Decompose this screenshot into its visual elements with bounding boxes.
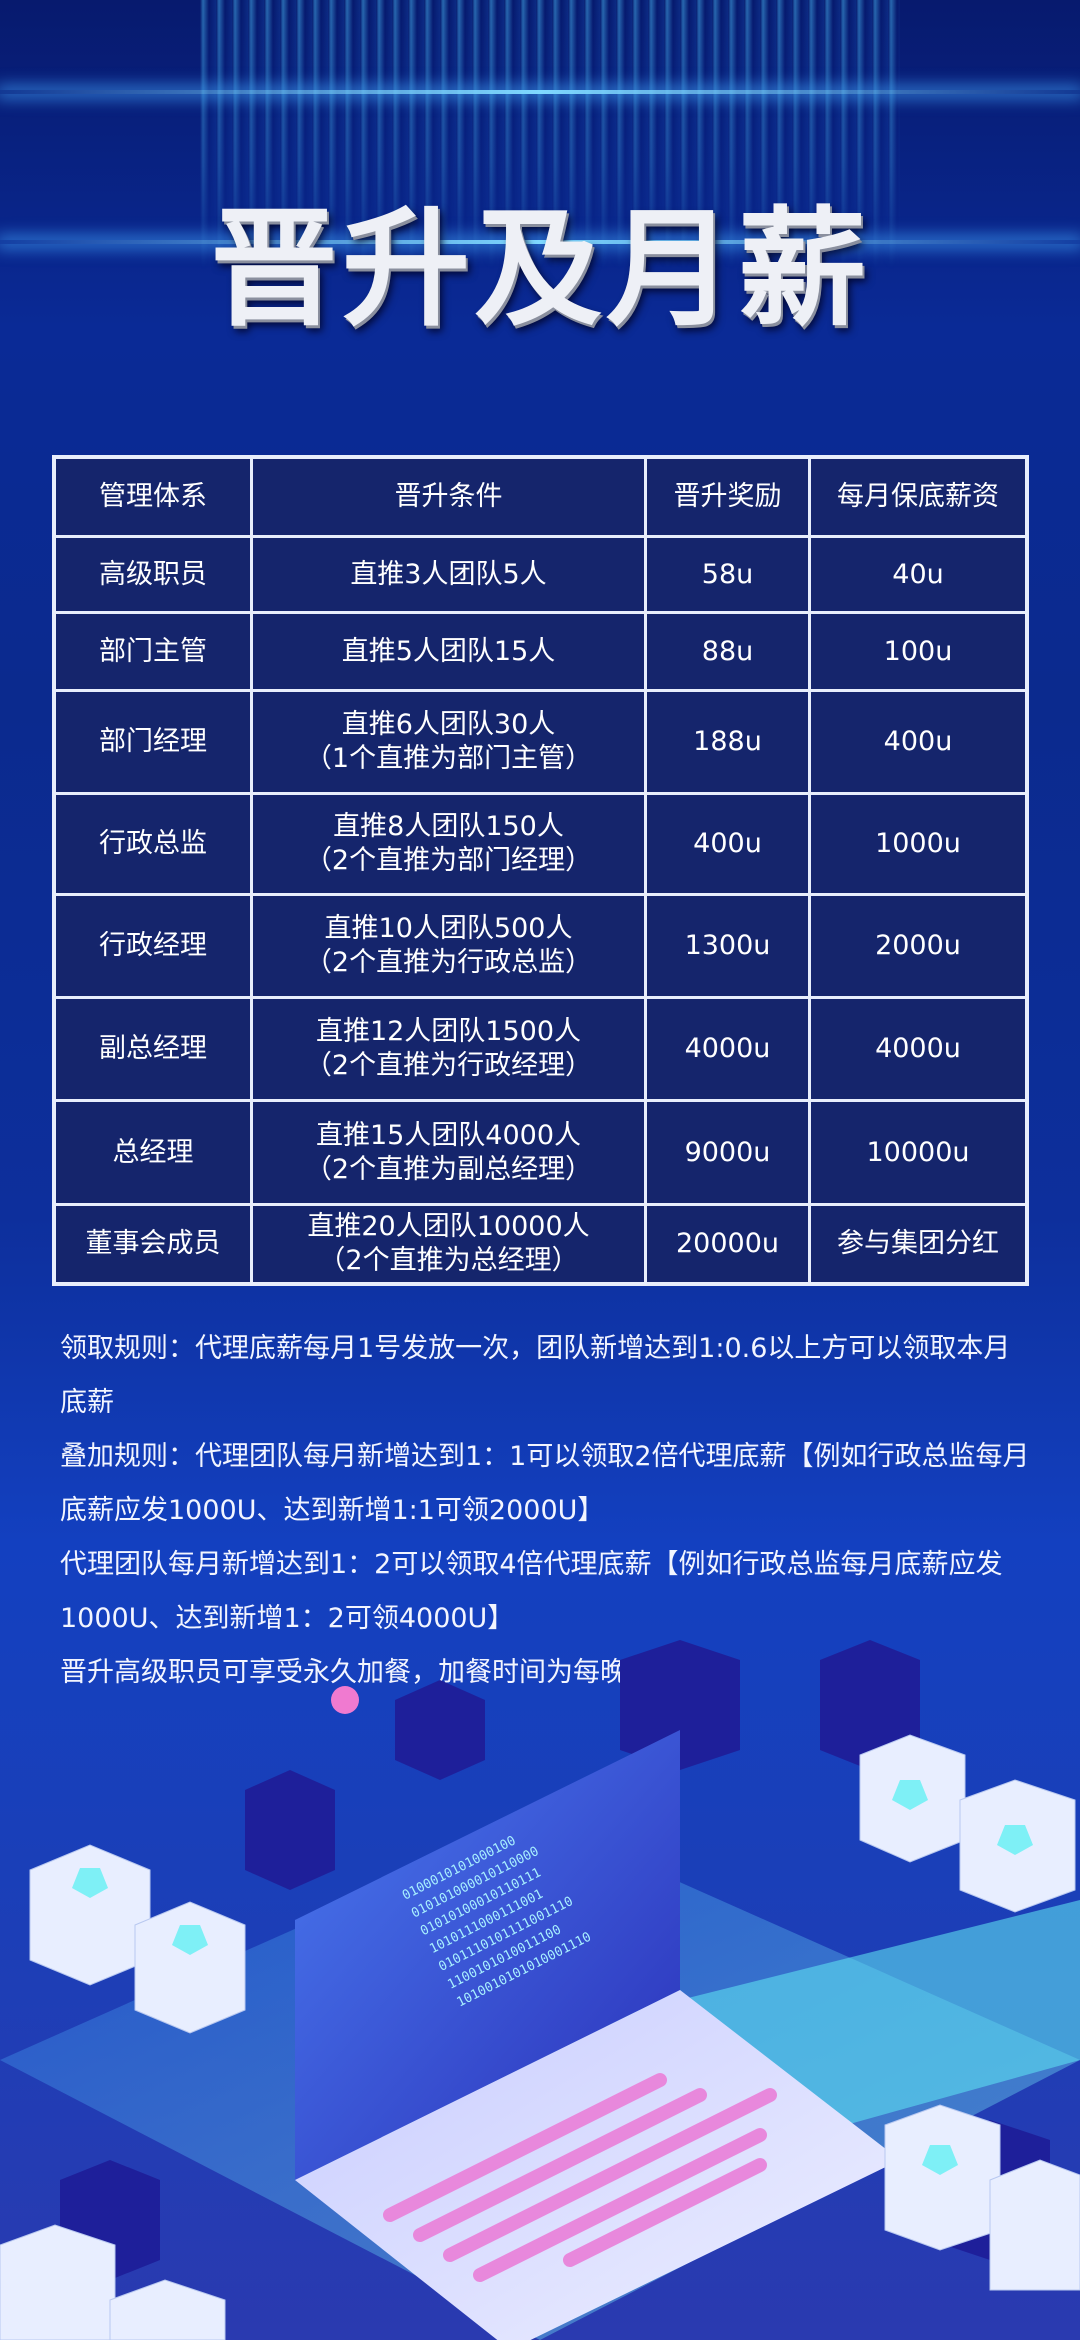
- server-top-lights: [72, 1780, 1033, 2175]
- salary-text: 100u: [883, 635, 953, 667]
- server-stacks: [0, 1734, 1080, 2340]
- condition-cell: 直推20人团队10000人 （2个直推为总经理）: [253, 1206, 644, 1282]
- condition-text: 直推15人团队4000人: [315, 1119, 582, 1151]
- level-cell: 董事会成员: [56, 1206, 250, 1282]
- condition-note: （2个直推为副总经理）: [304, 1153, 593, 1185]
- rule-stacking: 叠加规则：代理团队每月新增达到1：1可以领取2倍代理底薪【例如行政总监每月底薪应…: [60, 1441, 1030, 1526]
- bonus-text: 4000u: [684, 1033, 771, 1064]
- condition-cell: 直推10人团队500人 （2个直推为行政总监）: [253, 896, 644, 996]
- bonus-cell: 4000u: [647, 999, 808, 1099]
- header-cell: 管理体系: [56, 459, 250, 535]
- bonus-text: 58u: [701, 558, 754, 590]
- rule-claim: 领取规则：代理底薪每月1号发放一次，团队新增达到1:0.6以上方可以领取本月底薪: [60, 1333, 1011, 1418]
- promotion-salary-table: 管理体系 晋升条件 晋升奖励 每月保底薪资 高级职员 直推3人团队5人 58u 40u…: [52, 455, 1029, 1286]
- tech-illustration: 0100010101000100 010101000010110000 0101…: [0, 1640, 1080, 2340]
- level-cell: 总经理: [56, 1102, 250, 1203]
- salary-text: 2000u: [875, 930, 961, 961]
- condition-text: 直推10人团队500人: [324, 913, 573, 944]
- condition-cell: 直推6人团队30人 （1个直推为部门主管）: [253, 692, 644, 792]
- header-cell: 每月保底薪资: [811, 459, 1025, 535]
- salary-text: 4000u: [875, 1033, 961, 1064]
- pink-orb: [331, 1686, 359, 1714]
- level-text: 行政总监: [99, 828, 207, 859]
- bonus-text: 9000u: [684, 1136, 771, 1168]
- salary-cell: 400u: [811, 692, 1025, 792]
- condition-cell: 直推3人团队5人: [253, 538, 644, 611]
- condition-note: （2个直推为行政总监）: [304, 947, 593, 978]
- bonus-text: 188u: [693, 726, 762, 757]
- glow-line-bottom: [0, 240, 1080, 244]
- level-cell: 部门经理: [56, 692, 250, 792]
- level-text: 副总经理: [99, 1033, 207, 1064]
- level-cell: 高级职员: [56, 538, 250, 611]
- condition-text: 直推20人团队10000人: [307, 1211, 590, 1242]
- bonus-cell: 400u: [647, 795, 808, 893]
- level-text: 部门主管: [99, 635, 207, 667]
- bonus-cell: 20000u: [647, 1206, 808, 1282]
- laptop-screen: [295, 1730, 680, 2180]
- salary-cell: 40u: [811, 538, 1025, 611]
- condition-note: （2个直推为行政经理）: [304, 1050, 593, 1081]
- condition-cell: 直推8人团队150人 （2个直推为部门经理）: [253, 795, 644, 893]
- condition-cell: 直推15人团队4000人 （2个直推为副总经理）: [253, 1102, 644, 1203]
- salary-cell: 10000u: [811, 1102, 1025, 1203]
- salary-text: 40u: [892, 558, 944, 590]
- level-cell: 行政经理: [56, 896, 250, 996]
- bonus-text: 400u: [693, 828, 762, 859]
- bonus-cell: 188u: [647, 692, 808, 792]
- bonus-text: 20000u: [675, 1228, 779, 1259]
- condition-text: 直推6人团队30人: [341, 709, 556, 740]
- laptop: 0100010101000100 010101000010110000 0101…: [295, 1730, 900, 2340]
- light-rays-decoration: [200, 0, 900, 270]
- level-text: 高级职员: [99, 558, 207, 590]
- glow-line-top: [0, 90, 1080, 94]
- salary-cell: 4000u: [811, 999, 1025, 1099]
- salary-text: 1000u: [875, 828, 961, 859]
- header-cell: 晋升奖励: [647, 459, 808, 535]
- level-cell: 副总经理: [56, 999, 250, 1099]
- level-cell: 行政总监: [56, 795, 250, 893]
- condition-text: 直推8人团队150人: [333, 811, 564, 842]
- condition-note: （2个直推为总经理）: [318, 1245, 579, 1276]
- rules-text: 领取规则：代理底薪每月1号发放一次，团队新增达到1:0.6以上方可以领取本月底薪…: [60, 1322, 1030, 1700]
- salary-cell: 100u: [811, 614, 1025, 689]
- rule-stacking-2: 代理团队每月新增达到1：2可以领取4倍代理底薪【例如行政总监每月底薪应发1000…: [60, 1549, 1003, 1634]
- condition-text: 直推5人团队15人: [341, 635, 556, 667]
- bonus-cell: 58u: [647, 538, 808, 611]
- rule-meal: 晋升高级职员可享受永久加餐，加餐时间为每晚21点: [60, 1657, 689, 1688]
- salary-cell: 参与集团分红: [811, 1206, 1025, 1282]
- condition-text: 直推3人团队5人: [350, 558, 547, 590]
- page-title: 晋升及月薪: [209, 194, 870, 344]
- condition-cell: 直推12人团队1500人 （2个直推为行政经理）: [253, 999, 644, 1099]
- salary-cell: 2000u: [811, 896, 1025, 996]
- bonus-cell: 88u: [647, 614, 808, 689]
- level-cell: 部门主管: [56, 614, 250, 689]
- salary-text: 400u: [883, 726, 953, 757]
- bonus-cell: 9000u: [647, 1102, 808, 1203]
- salary-text: 参与集团分红: [837, 1228, 999, 1259]
- level-text: 行政经理: [99, 930, 207, 961]
- condition-text: 直推12人团队1500人: [315, 1016, 582, 1047]
- condition-note: （2个直推为部门经理）: [304, 845, 593, 876]
- bonus-cell: 1300u: [647, 896, 808, 996]
- salary-text: 10000u: [866, 1136, 970, 1168]
- level-text: 董事会成员: [85, 1228, 221, 1259]
- bonus-text: 1300u: [684, 930, 771, 961]
- condition-note: （1个直推为部门主管）: [304, 743, 593, 774]
- salary-cell: 1000u: [811, 795, 1025, 893]
- condition-cell: 直推5人团队15人: [253, 614, 644, 689]
- level-text: 总经理: [112, 1136, 194, 1168]
- header-cell: 晋升条件: [253, 459, 644, 535]
- keyboard-bars: [383, 2073, 777, 2282]
- level-text: 部门经理: [99, 726, 207, 757]
- bonus-text: 88u: [701, 635, 754, 667]
